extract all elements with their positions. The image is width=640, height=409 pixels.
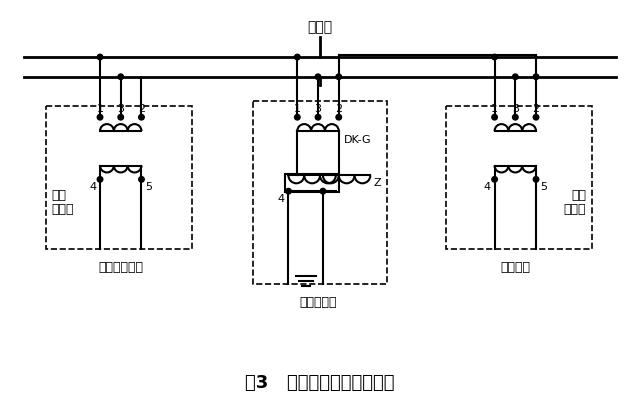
Circle shape — [320, 189, 326, 194]
Text: 5: 5 — [145, 182, 152, 192]
Text: 2: 2 — [532, 104, 540, 114]
Text: 5: 5 — [540, 182, 547, 192]
Circle shape — [492, 115, 497, 120]
Text: Z: Z — [373, 178, 381, 188]
Text: 1: 1 — [97, 104, 104, 114]
Circle shape — [139, 177, 144, 182]
Bar — [285, 174, 339, 192]
Bar — [46, 106, 192, 249]
Circle shape — [316, 74, 321, 79]
Text: 3: 3 — [512, 104, 519, 114]
Circle shape — [97, 177, 103, 182]
Circle shape — [139, 115, 144, 120]
Circle shape — [294, 115, 300, 120]
Text: 3: 3 — [314, 104, 321, 114]
Circle shape — [492, 177, 497, 182]
Text: 3: 3 — [117, 104, 124, 114]
Circle shape — [316, 115, 321, 120]
Circle shape — [97, 54, 103, 60]
Circle shape — [336, 74, 342, 79]
Text: 1: 1 — [491, 104, 498, 114]
Text: 2: 2 — [138, 104, 145, 114]
Text: 相邻区段: 相邻区段 — [500, 261, 531, 274]
Circle shape — [533, 177, 539, 182]
Bar — [446, 106, 592, 249]
Text: 抵流: 抵流 — [52, 189, 67, 202]
Text: 4: 4 — [484, 182, 491, 192]
Circle shape — [533, 74, 539, 79]
Circle shape — [118, 74, 124, 79]
Text: DK-G: DK-G — [344, 135, 371, 145]
Text: 4: 4 — [277, 194, 285, 204]
Circle shape — [336, 115, 342, 120]
Text: 高阻电抗器: 高阻电抗器 — [300, 296, 337, 309]
Text: 抵流: 抵流 — [572, 189, 586, 202]
Bar — [253, 101, 387, 284]
Circle shape — [285, 189, 291, 194]
Text: 绝缘节: 绝缘节 — [307, 20, 333, 34]
Circle shape — [294, 54, 300, 60]
Circle shape — [513, 74, 518, 79]
Circle shape — [118, 115, 124, 120]
Text: 改造区段受端: 改造区段受端 — [99, 261, 143, 274]
Text: 2: 2 — [335, 104, 342, 114]
Circle shape — [492, 54, 497, 60]
Text: 4: 4 — [89, 182, 96, 192]
Text: 图3   高阻电抗器改造示意图: 图3 高阻电抗器改造示意图 — [245, 374, 395, 392]
Text: 1: 1 — [294, 104, 301, 114]
Circle shape — [97, 115, 103, 120]
Circle shape — [533, 115, 539, 120]
Text: 变压器: 变压器 — [52, 203, 74, 216]
Circle shape — [513, 115, 518, 120]
Text: 变压器: 变压器 — [564, 203, 586, 216]
